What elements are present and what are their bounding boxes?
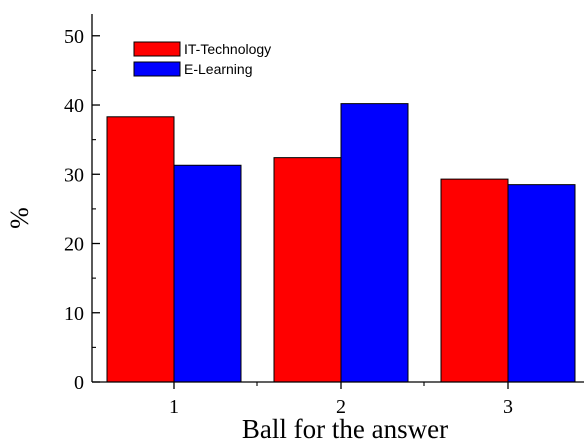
legend-label-it-technology: IT-Technology — [184, 41, 271, 57]
y-tick-label: 40 — [64, 95, 84, 117]
y-tick-label: 20 — [64, 234, 84, 256]
bar-it-technology-1 — [106, 116, 175, 383]
bar-it-technology-3 — [440, 178, 509, 383]
bar-e-learning-2 — [340, 103, 409, 383]
bar-e-learning-3 — [507, 184, 576, 383]
x-tick-label: 3 — [503, 396, 513, 418]
legend-swatch-it-technology — [133, 41, 181, 57]
y-tick-label: 0 — [74, 372, 84, 394]
y-ticks-group: 0 10 20 30 40 50 — [64, 26, 100, 394]
y-tick-label: 30 — [64, 164, 84, 186]
y-axis-title: % — [5, 207, 34, 229]
bars-group — [106, 103, 576, 383]
x-ticks-group: 1 2 3 — [169, 382, 513, 418]
y-tick-label: 50 — [64, 26, 84, 48]
x-tick-label: 2 — [336, 396, 346, 418]
bar-it-technology-2 — [273, 157, 342, 383]
bar-e-learning-1 — [173, 164, 242, 383]
x-axis-title: Ball for the answer — [242, 414, 448, 444]
legend: IT-Technology E-Learning — [133, 41, 271, 77]
y-tick-label: 10 — [64, 303, 84, 325]
x-tick-label: 1 — [169, 396, 179, 418]
legend-label-e-learning: E-Learning — [184, 61, 253, 77]
legend-swatch-e-learning — [133, 61, 181, 77]
